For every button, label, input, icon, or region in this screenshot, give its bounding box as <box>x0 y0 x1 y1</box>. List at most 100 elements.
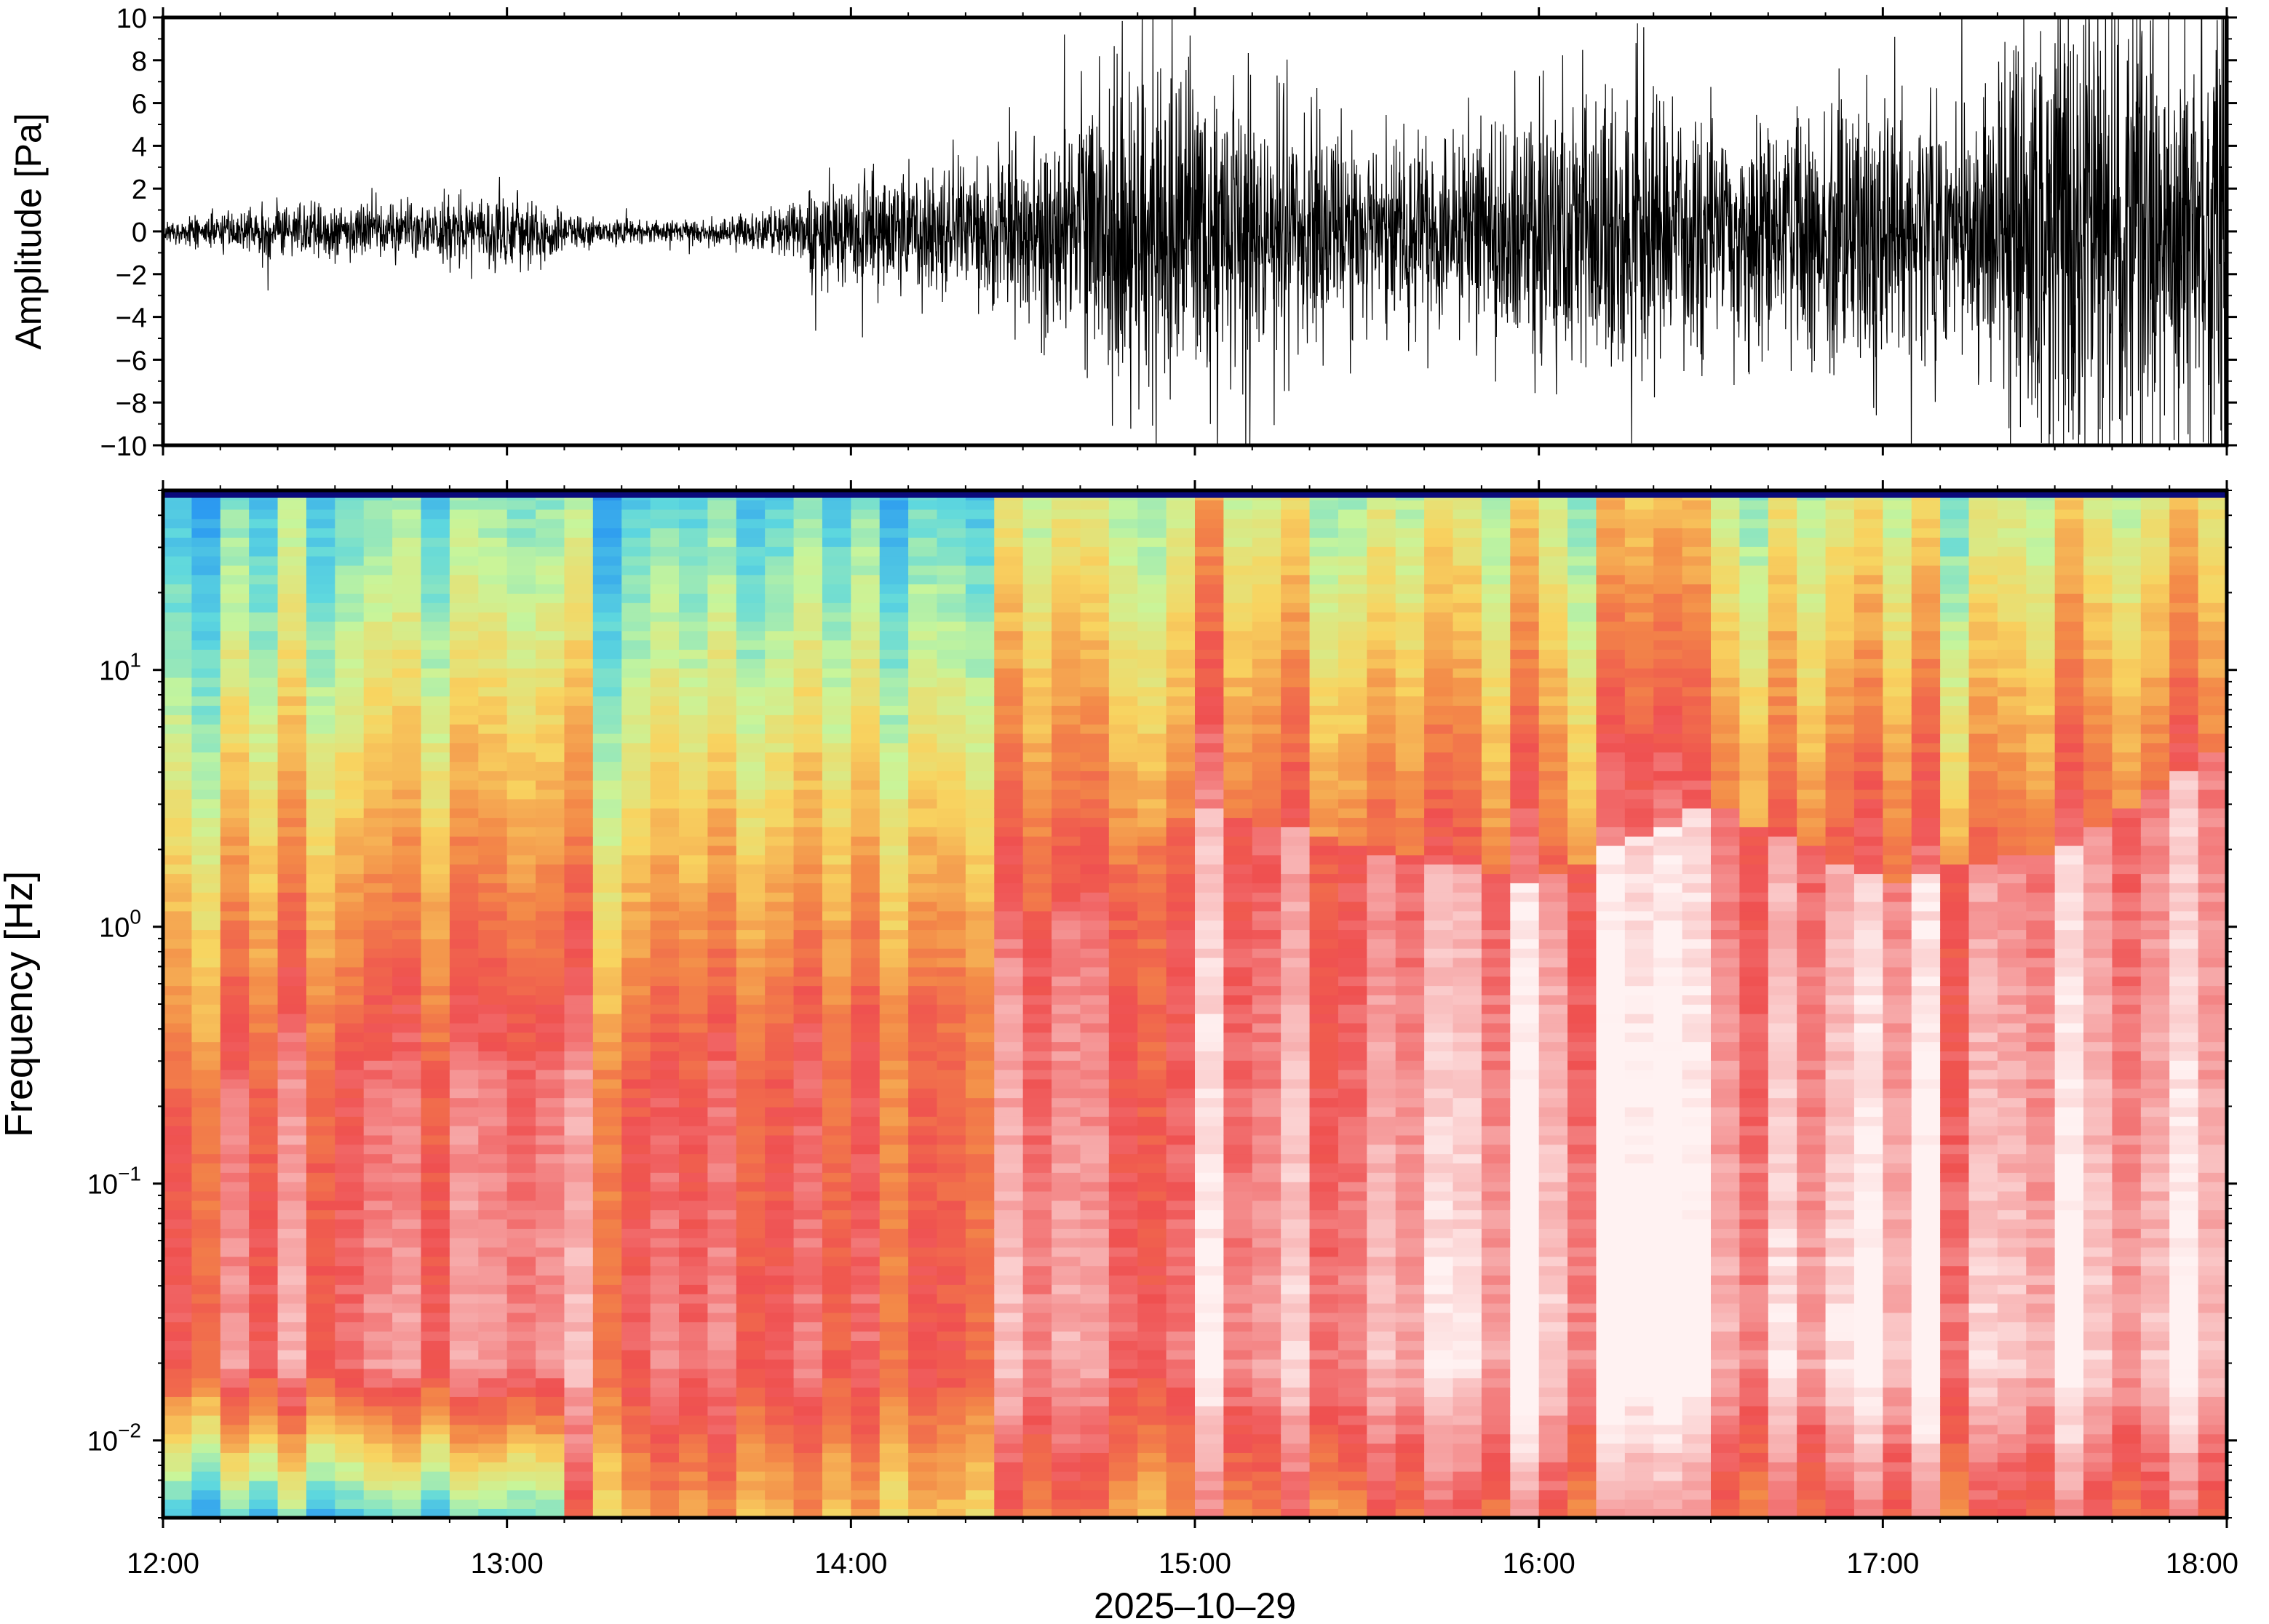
spectrogram-cell <box>1367 845 1396 856</box>
spectrogram-cell <box>1108 574 1139 585</box>
spectrogram-cell <box>822 827 852 837</box>
spectrogram-cell <box>908 1069 938 1080</box>
spectrogram-cell <box>335 1424 365 1435</box>
spectrogram-cell <box>191 1321 221 1332</box>
spectrogram-cell <box>1052 640 1081 650</box>
spectrogram-cell <box>621 640 651 650</box>
spectrogram-cell <box>392 1499 422 1509</box>
spectrogram-cell <box>679 1107 709 1117</box>
spectrogram-cell <box>937 910 966 921</box>
spectrogram-cell <box>163 658 193 669</box>
spectrogram-cell <box>449 1387 480 1397</box>
spectrogram-cell <box>249 686 279 697</box>
spectrogram-cell <box>1223 1312 1253 1323</box>
spectrogram-cell <box>1166 761 1196 771</box>
spectrogram-cell <box>707 593 737 603</box>
spectrogram-cell <box>449 1256 480 1267</box>
spectrogram-cell <box>1309 1041 1339 1051</box>
spectrogram-cell <box>163 1433 193 1444</box>
spectrogram-cell <box>1223 1470 1253 1481</box>
spectrogram-cell <box>220 546 250 557</box>
spectrogram-cell <box>449 723 480 734</box>
spectrogram-cell <box>1052 1265 1081 1276</box>
spectrogram-cell <box>306 686 336 697</box>
spectrogram-cell <box>1195 1265 1225 1276</box>
spectrogram-cell <box>421 1265 450 1276</box>
spectrogram-cell <box>277 1358 307 1369</box>
spectrogram-cell <box>306 1246 336 1257</box>
spectrogram-cell <box>736 1256 766 1267</box>
spectrogram-cell <box>277 966 307 977</box>
spectrogram-cell <box>736 1013 766 1024</box>
spectrogram-cell <box>1223 1293 1253 1304</box>
spectrogram-cell <box>1309 1144 1339 1155</box>
spectrogram-cell <box>1080 1508 1110 1518</box>
spectrogram-cell <box>1137 1153 1167 1164</box>
spectrogram-cell <box>1309 574 1339 585</box>
spectrogram-cell <box>536 1163 565 1173</box>
spectrogram-cell <box>1309 1256 1339 1267</box>
spectrogram-cell <box>1052 1424 1081 1435</box>
spectrogram-cell <box>392 1470 422 1481</box>
spectrogram-cell <box>592 518 623 529</box>
spectrogram-cell <box>335 929 365 939</box>
spectrogram-cell <box>1367 1022 1396 1033</box>
spectrogram-cell <box>1223 761 1253 771</box>
spectrogram-cell <box>1367 789 1396 800</box>
spectrogram-cell <box>421 1508 450 1518</box>
spectrogram-cell <box>163 771 193 781</box>
spectrogram-cell <box>220 733 250 744</box>
spectrogram-cell <box>707 929 737 939</box>
spectrogram-cell <box>449 742 480 753</box>
spectrogram-cell <box>506 1275 536 1285</box>
spectrogram-cell <box>937 1134 966 1145</box>
spectrogram-cell <box>679 985 709 995</box>
spectrogram-cell <box>1052 920 1081 931</box>
spectrogram-cell <box>1338 1163 1368 1173</box>
spectrogram-cell <box>965 771 996 781</box>
spectrogram-cell <box>793 1228 823 1238</box>
spectrogram-cell <box>449 789 480 800</box>
spectrogram-cell <box>736 817 766 827</box>
spectrogram-cell <box>994 761 1024 771</box>
spectrogram-cell <box>937 817 966 827</box>
spectrogram-cell <box>249 845 279 856</box>
spectrogram-cell <box>564 1032 594 1043</box>
spectrogram-cell <box>249 658 279 669</box>
spectrogram-cell <box>1252 555 1281 566</box>
spectrogram-cell <box>191 1387 221 1397</box>
spectrogram-cell <box>306 555 336 566</box>
spectrogram-cell <box>1252 891 1281 902</box>
spectrogram-cell <box>1137 771 1167 781</box>
spectrogram-cell <box>1252 1340 1281 1350</box>
spectrogram-cell <box>650 1219 680 1229</box>
spectrogram-cell <box>793 593 823 603</box>
spectrogram-cell <box>765 752 795 763</box>
spectrogram-cell <box>707 1358 737 1369</box>
spectrogram-cell <box>879 1452 909 1462</box>
spectrogram-cell <box>1395 752 1425 763</box>
spectrogram-cell <box>449 546 480 557</box>
spectrogram-cell <box>1309 808 1339 819</box>
spectrogram-cell <box>392 723 422 734</box>
spectrogram-cell <box>1080 985 1110 995</box>
spectrogram-cell <box>335 723 365 734</box>
spectrogram-cell <box>1108 1480 1139 1491</box>
spectrogram-cell <box>506 1312 536 1323</box>
spectrogram-cell <box>306 1387 336 1397</box>
spectrogram-cell <box>1395 910 1425 921</box>
spectrogram-cell <box>707 864 737 875</box>
spectrogram-cell <box>335 1144 365 1155</box>
spectrogram-cell <box>1395 1499 1425 1509</box>
spectrogram-cell <box>392 1312 422 1323</box>
spectrogram-cell <box>965 1237 996 1248</box>
spectrogram-cell <box>765 621 795 632</box>
spectrogram-cell <box>1022 995 1052 1005</box>
spectrogram-cell <box>1108 1246 1139 1257</box>
spectrogram-cell <box>277 1433 307 1444</box>
spectrogram-cell <box>650 1013 680 1024</box>
spectrogram-cell <box>1395 1470 1425 1481</box>
spectrogram-cell <box>736 1396 766 1406</box>
spectrogram-cell <box>1137 1051 1167 1061</box>
spectrogram-cell <box>220 565 250 576</box>
